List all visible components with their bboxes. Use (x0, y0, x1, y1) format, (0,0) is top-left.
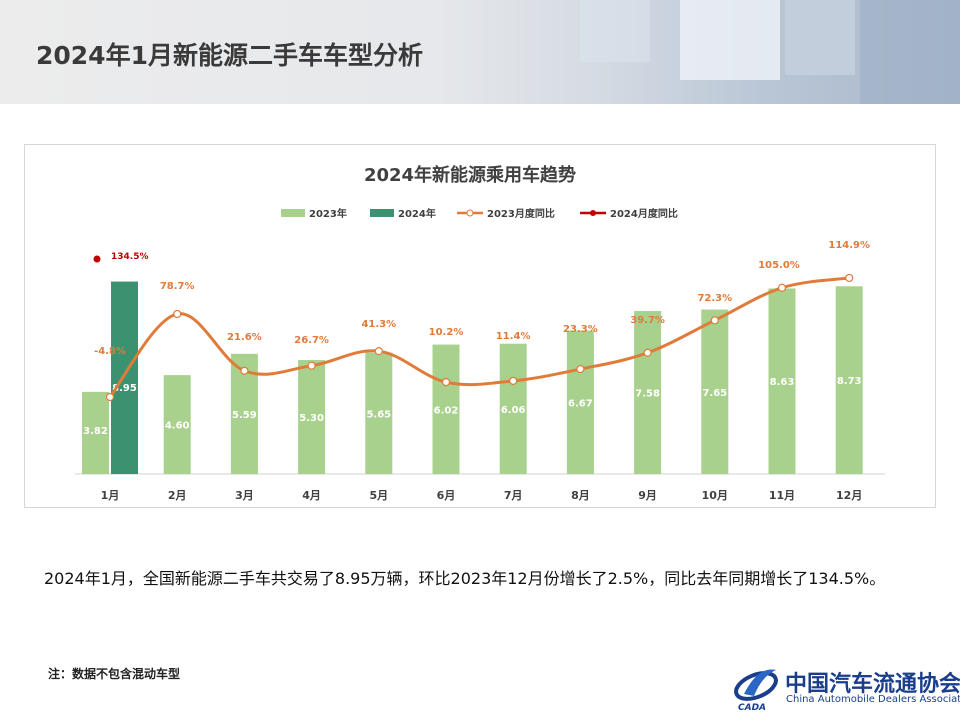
line-2023-yoy (108, 276, 850, 398)
bar-label-2023-10: 7.65 (702, 388, 727, 399)
summary-text: 2024年1月，全国新能源二手车共交易了8.95万辆，环比2023年12月份增长… (44, 569, 886, 588)
chart-title: 2024年新能源乘用车趋势 (364, 164, 576, 186)
point-2023-yoy-1 (105, 392, 115, 402)
bar-label-2023-7: 6.06 (501, 405, 526, 416)
label-2023-yoy-2: 78.7% (160, 281, 195, 292)
x-tick-label-2: 2月 (168, 489, 187, 502)
point-2023-yoy-6 (441, 378, 451, 387)
legend-marker-2023-yoy (466, 209, 474, 217)
bar-label-2023-6: 6.02 (434, 405, 459, 416)
x-tick-label-9: 9月 (638, 489, 657, 502)
point-2023-yoy-10 (710, 316, 719, 325)
bar-label-2023-8: 6.67 (568, 398, 593, 409)
point-2023-yoy-5 (374, 347, 383, 356)
x-tick-label-10: 10月 (702, 489, 728, 502)
bar-2023-8 (566, 330, 594, 474)
bar-2023-11 (768, 288, 796, 474)
label-2023-yoy-1: -4.8% (94, 346, 126, 357)
chart-panel: 2024年新能源乘用车趋势 2023年 2024年 2023月度同比 2024月度同比… (24, 144, 936, 508)
logo-mark-text: CADA (738, 703, 766, 712)
point-2024-yoy-1 (93, 255, 101, 263)
bar-2023-12 (835, 286, 863, 474)
point-2023-yoy-2 (173, 309, 182, 319)
bar-2024-1 (111, 281, 138, 474)
x-tick-label-5: 5月 (369, 489, 388, 502)
x-tick-label-7: 7月 (504, 489, 523, 502)
label-2023-yoy-5: 41.3% (361, 319, 396, 330)
label-2023-yoy-9: 39.7% (630, 315, 665, 326)
bar-label-2023-12: 8.73 (837, 376, 862, 387)
page-title: 2024年1月新能源二手车车型分析 (36, 41, 423, 70)
header-decoration (580, 0, 960, 104)
bar-label-2023-1: 3.82 (83, 426, 108, 437)
label-2023-yoy-11: 105.0% (758, 260, 800, 271)
trend-chart: 2024年新能源乘用车趋势 2023年 2024年 2023月度同比 2024月度同比… (75, 164, 885, 502)
point-2023-yoy-3 (240, 366, 249, 375)
legend-label-2023: 2023年 (309, 207, 347, 220)
legend-label-2024: 2024年 (398, 207, 436, 220)
bar-label-2023-9: 7.58 (635, 389, 660, 400)
x-tick-label-4: 4月 (302, 489, 321, 502)
label-2023-yoy-4: 26.7% (294, 335, 329, 346)
legend-swatch-2024 (370, 209, 394, 217)
bar-2023-1 (82, 391, 109, 474)
label-2024-yoy-1: 134.5% (111, 252, 149, 262)
association-logo: CADA 中国汽车流通协会 China Automobile Dealers A… (732, 660, 960, 713)
bar-label-2023-5: 5.65 (366, 409, 391, 420)
bar-label-2023-11: 8.63 (770, 377, 795, 388)
x-tick-label-11: 11月 (769, 489, 795, 502)
logo-name-cn: 中国汽车流通协会 (785, 671, 960, 697)
x-tick-label-6: 6月 (437, 489, 456, 502)
x-tick-label-12: 12月 (836, 489, 862, 502)
label-2023-yoy-8: 23.3% (563, 324, 598, 335)
bar-2023-5 (365, 352, 393, 474)
bar-2023-9 (634, 311, 662, 474)
bar-label-2023-2: 4.60 (165, 421, 190, 432)
point-2023-yoy-4 (307, 361, 316, 370)
label-2023-yoy-10: 72.3% (697, 293, 732, 304)
x-tick-label-8: 8月 (571, 489, 590, 502)
bar-2023-4 (298, 360, 326, 474)
label-2023-yoy-12: 114.9% (828, 240, 870, 251)
logo-name-en: China Automobile Dealers Association (786, 694, 960, 705)
label-2023-yoy-7: 11.4% (496, 331, 531, 342)
legend-label-2024-yoy: 2024月度同比 (610, 207, 678, 220)
bar-2023-2 (163, 375, 191, 474)
bar-label-2024-1: 8.95 (112, 383, 137, 394)
bar-2023-6 (432, 344, 460, 474)
header-banner: 2024年1月新能源二手车车型分析 (0, 0, 960, 104)
label-2023-yoy-3: 21.6% (227, 332, 262, 343)
point-2023-yoy-7 (509, 376, 518, 386)
bar-label-2023-4: 5.30 (299, 413, 324, 424)
chart-legend: 2023年 2024年 2023月度同比 2024月度同比 (281, 207, 678, 220)
label-2023-yoy-6: 10.2% (429, 327, 464, 338)
bar-2023-10 (701, 309, 729, 474)
bar-label-2023-3: 5.59 (232, 410, 257, 421)
point-2023-yoy-9 (643, 348, 652, 357)
bar-2023-7 (499, 343, 527, 474)
x-tick-label-3: 3月 (235, 489, 254, 502)
plot-area: 3.82 4.60 5.59 5.30 5.65 6.02 6.06 6.67 7.58 7.65… (75, 240, 885, 502)
x-tick-label-1: 1月 (101, 489, 120, 502)
legend-marker-2024-yoy (590, 210, 596, 216)
legend-swatch-2023 (281, 209, 305, 217)
point-2023-yoy-12 (845, 273, 854, 283)
legend-label-2023-yoy: 2023月度同比 (487, 207, 555, 220)
footnote: 注：数据不包含混动车型 (48, 667, 181, 681)
point-2023-yoy-8 (576, 364, 585, 374)
point-2023-yoy-11 (777, 283, 787, 292)
cada-logo-icon: CADA (734, 669, 778, 713)
